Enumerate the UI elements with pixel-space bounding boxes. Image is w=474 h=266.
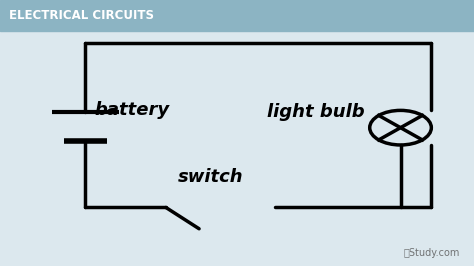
Text: battery: battery	[95, 101, 170, 119]
FancyBboxPatch shape	[0, 0, 474, 31]
Text: switch: switch	[178, 168, 244, 186]
Text: wire: wire	[237, 9, 280, 27]
Text: light bulb: light bulb	[267, 103, 365, 121]
Text: ⓄStudy.com: ⓄStudy.com	[403, 248, 460, 258]
Text: ELECTRICAL CIRCUITS: ELECTRICAL CIRCUITS	[9, 9, 155, 22]
